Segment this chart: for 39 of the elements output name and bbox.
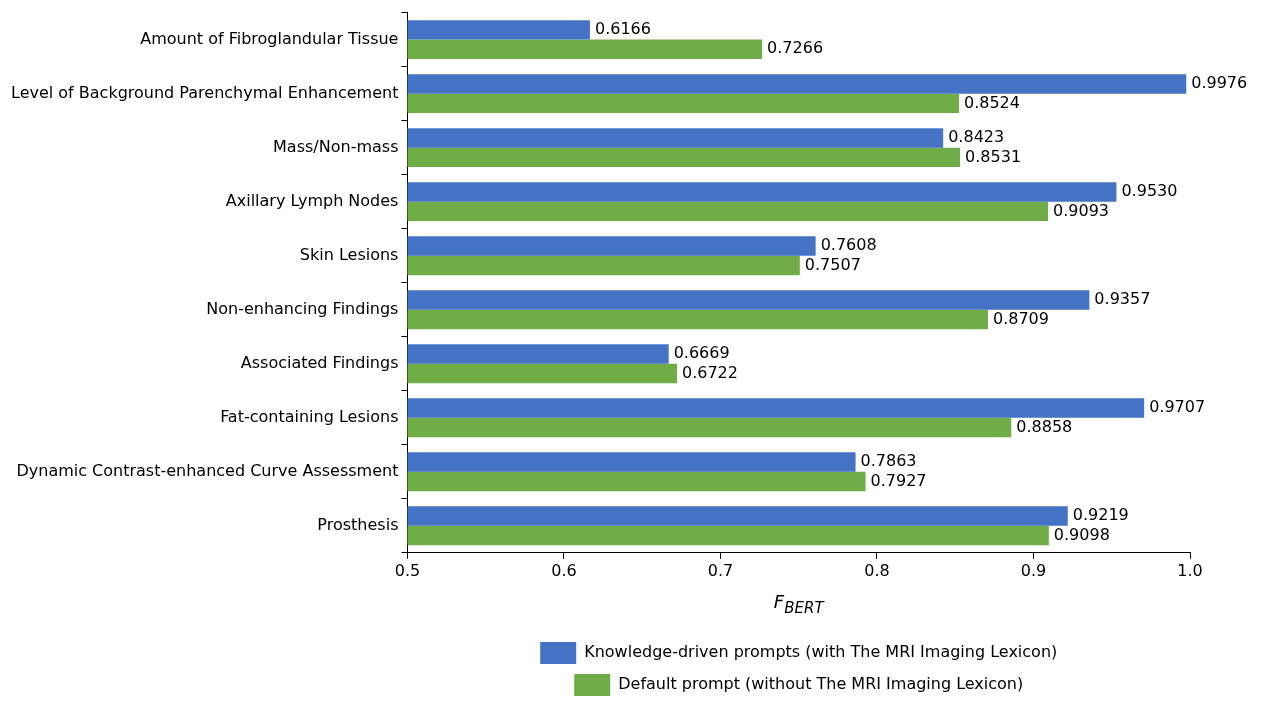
y-tick-label: Dynamic Contrast-enhanced Curve Assessment bbox=[16, 460, 399, 480]
data-label: 0.7608 bbox=[820, 235, 877, 255]
y-tick-label: Mass/Non-mass bbox=[273, 136, 399, 156]
data-label: 0.8531 bbox=[965, 146, 1022, 166]
data-label: 0.6166 bbox=[594, 19, 651, 39]
data-label: 0.9707 bbox=[1149, 397, 1206, 417]
data-label: 0.8524 bbox=[963, 92, 1020, 112]
data-label: 0.7266 bbox=[767, 38, 824, 58]
data-label: 0.6722 bbox=[681, 362, 738, 382]
y-tick-label: Level of Background Parenchymal Enhancement bbox=[10, 82, 399, 102]
x-axis-title: F$_{BERT}$ bbox=[773, 590, 824, 617]
y-tick-label: Fat-containing Lesions bbox=[220, 406, 399, 426]
y-tick-label: Amount of Fibroglandular Tissue bbox=[140, 28, 399, 48]
y-tick-label: Non-enhancing Findings bbox=[206, 298, 399, 318]
data-label: 0.8858 bbox=[1016, 416, 1073, 436]
x-tick-label: 0.6 bbox=[551, 560, 577, 580]
data-label: 0.6669 bbox=[673, 343, 730, 363]
data-label: 0.7863 bbox=[860, 451, 917, 471]
legend-label: Knowledge-driven prompts (with The MRI Imaging Lexicon) bbox=[584, 642, 1058, 662]
x-tick-label: 0.7 bbox=[707, 560, 734, 580]
data-label: 0.9530 bbox=[1121, 181, 1178, 201]
x-tick-label: 0.9 bbox=[1020, 560, 1047, 580]
data-label: 0.9219 bbox=[1072, 505, 1129, 525]
data-label: 0.9098 bbox=[1053, 524, 1110, 544]
x-tick-label: 0.8 bbox=[864, 560, 890, 580]
y-tick-label: Axillary Lymph Nodes bbox=[225, 190, 399, 210]
y-tick-label: Associated Findings bbox=[240, 352, 399, 372]
data-label: 0.8709 bbox=[992, 308, 1049, 328]
data-label: 0.9093 bbox=[1053, 200, 1110, 220]
data-label: 0.9357 bbox=[1094, 289, 1151, 309]
data-label: 0.7927 bbox=[870, 470, 927, 490]
y-tick-label: Skin Lesions bbox=[299, 244, 399, 264]
data-label: 0.9976 bbox=[1191, 73, 1248, 93]
data-label: 0.8423 bbox=[948, 127, 1005, 147]
legend-label: Default prompt (without The MRI Imaging Lexicon) bbox=[618, 674, 1024, 694]
data-label: 0.7507 bbox=[804, 254, 861, 274]
x-tick-label: 1.0 bbox=[1177, 560, 1203, 580]
y-tick-label: Prosthesis bbox=[317, 514, 399, 534]
x-tick-label: 0.5 bbox=[394, 560, 421, 580]
